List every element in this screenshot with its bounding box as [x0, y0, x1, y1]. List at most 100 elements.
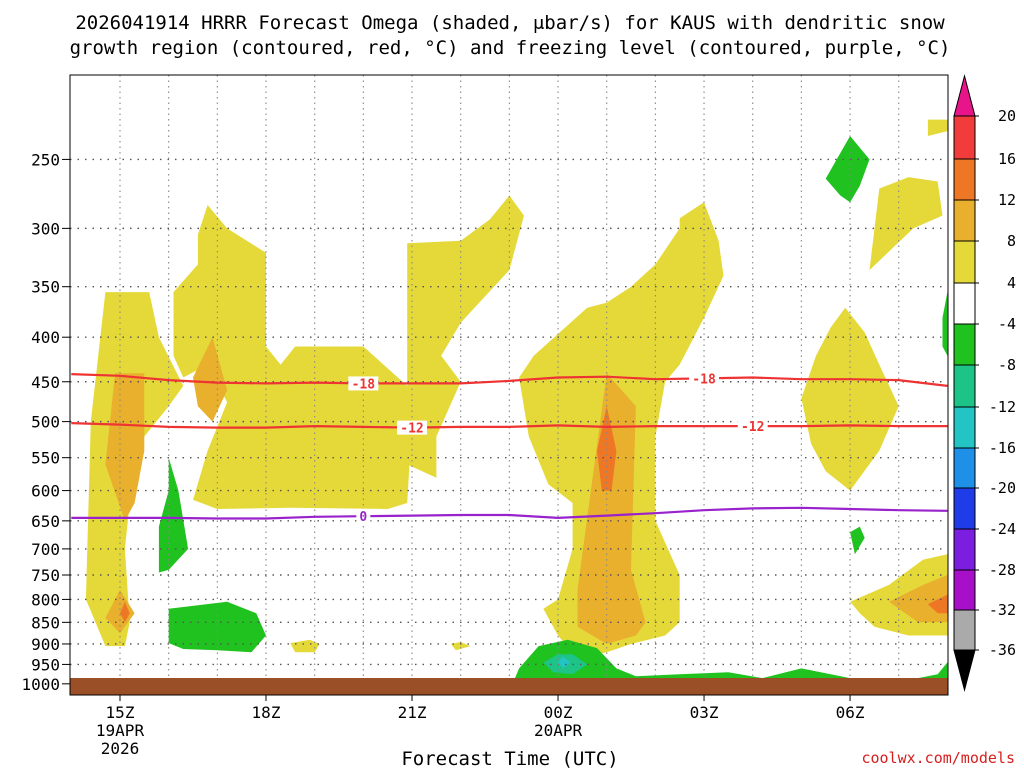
x-tick-18Z: 18Z — [252, 703, 281, 722]
plot-frame — [69, 74, 949, 696]
x-tick-date-00Z: 20APR — [534, 721, 583, 740]
contour-line--12 — [71, 422, 948, 429]
omega-shading — [85, 119, 948, 684]
contour-label-0: -18 — [352, 377, 376, 392]
y-tick-750: 750 — [31, 566, 60, 585]
x-tick-00Z: 00Z — [544, 703, 573, 722]
chart-title-line2: growth region (contoured, red, °C) and f… — [70, 37, 951, 59]
y-tick-250: 250 — [31, 150, 60, 169]
colorbar-bin-4 — [953, 282, 976, 325]
contour-label-4: 0 — [359, 510, 367, 525]
colorbar-label-11: -28 — [989, 561, 1016, 579]
colorbar-bin-11 — [953, 569, 976, 611]
y-axis-ticks: 250 300 350 400 450 500 550 600 650 700 750 800 850 9… — [21, 150, 70, 694]
colorbar-bin-7 — [953, 406, 976, 449]
colorbar-bin-2 — [953, 199, 976, 242]
colorbar-bin-9 — [953, 487, 976, 530]
omega-region-13 — [105, 589, 135, 634]
omega-region-15 — [889, 575, 948, 623]
contour-label-bg-1 — [689, 371, 720, 386]
colorbar: 20 16 12 8 4 -4 -8 -12 -16 -20 -24 -28 -32 -36 — [953, 74, 1016, 692]
colorbar-bottom-arrow — [953, 649, 976, 692]
omega-region-8 — [927, 119, 948, 136]
x-tick-year-15Z: 2026 — [101, 739, 140, 758]
colorbar-label-13: -36 — [989, 641, 1016, 659]
y-tick-800: 800 — [31, 590, 60, 609]
colorbar-label-6: -8 — [998, 356, 1016, 374]
y-tick-600: 600 — [31, 482, 60, 501]
omega-region-21 — [514, 639, 948, 684]
colorbar-bin-10 — [953, 528, 976, 571]
x-axis-label: Forecast Time (UTC) — [401, 748, 618, 768]
colorbar-label-3: 8 — [1007, 232, 1016, 250]
y-tick-500: 500 — [31, 413, 60, 432]
omega-region-9 — [290, 639, 320, 653]
colorbar-bin-6 — [953, 364, 976, 408]
omega-region-26 — [942, 292, 948, 356]
omega-region-18 — [927, 594, 948, 614]
colorbar-bin-0 — [953, 115, 976, 160]
y-tick-700: 700 — [31, 540, 60, 559]
colorbar-bin-12 — [953, 609, 976, 651]
colorbar-bin-1 — [953, 158, 976, 201]
colorbar-label-4: 4 — [1007, 274, 1016, 292]
omega-region-25 — [850, 526, 865, 555]
x-tick-21Z: 21Z — [398, 703, 427, 722]
colorbar-label-2: 12 — [998, 191, 1016, 209]
omega-region-19 — [158, 457, 189, 573]
x-tick-date-15Z: 19APR — [96, 721, 145, 740]
y-tick-850: 850 — [31, 613, 60, 632]
contour-label-3: -12 — [741, 420, 764, 435]
temperature-contours: -18 -18 -12 -12 0 — [71, 371, 948, 525]
omega-region-10 — [451, 641, 471, 651]
colorbar-label-12: -32 — [989, 601, 1016, 619]
colorbar-label-9: -20 — [989, 479, 1016, 497]
colorbar-label-7: -12 — [989, 398, 1016, 416]
x-tick-06Z: 06Z — [836, 703, 865, 722]
y-tick-550: 550 — [31, 449, 60, 468]
colorbar-label-5: -4 — [998, 315, 1016, 333]
colorbar-label-10: -24 — [989, 520, 1016, 538]
site-credit: coolwx.com/models — [861, 749, 1015, 767]
omega-region-4 — [679, 202, 719, 278]
omega-region-24 — [825, 136, 870, 203]
omega-region-1 — [173, 205, 412, 509]
omega-region-17 — [597, 406, 617, 491]
contour-line--18 — [71, 373, 948, 387]
omega-region-14 — [577, 373, 646, 644]
colorbar-bin-3 — [953, 240, 976, 284]
colorbar-top-arrow — [953, 74, 976, 117]
colorbar-bin-8 — [953, 447, 976, 489]
y-tick-450: 450 — [31, 373, 60, 392]
colorbar-label-0: 20 — [998, 107, 1016, 125]
omega-region-5 — [801, 307, 899, 491]
contour-label-bg-3 — [737, 419, 768, 434]
y-tick-900: 900 — [31, 635, 60, 654]
y-tick-350: 350 — [31, 278, 60, 297]
colorbar-label-1: 16 — [998, 150, 1016, 168]
omega-region-7 — [869, 177, 943, 271]
omega-region-28 — [558, 656, 571, 669]
y-tick-1000: 1000 — [21, 675, 60, 694]
contour-line-0 — [71, 506, 948, 520]
x-tick-15Z: 15Z — [106, 703, 135, 722]
contour-label-bg-2 — [397, 420, 428, 435]
colorbar-label-8: -16 — [989, 439, 1016, 457]
y-tick-950: 950 — [31, 655, 60, 674]
omega-region-12 — [193, 337, 228, 422]
y-tick-400: 400 — [31, 328, 60, 347]
omega-region-16 — [120, 601, 130, 623]
contour-label-bg-0 — [348, 376, 379, 391]
y-tick-300: 300 — [31, 219, 60, 238]
omega-region-20 — [168, 601, 266, 653]
omega-region-11 — [105, 373, 145, 521]
x-tick-03Z: 03Z — [690, 703, 719, 722]
y-tick-650: 650 — [31, 512, 60, 531]
colorbar-bin-5 — [953, 323, 976, 366]
ground-bar — [70, 678, 948, 695]
contour-label-bg-4 — [356, 509, 371, 524]
contour-label-2: -12 — [400, 422, 423, 437]
contour-label-1: -18 — [692, 372, 716, 387]
